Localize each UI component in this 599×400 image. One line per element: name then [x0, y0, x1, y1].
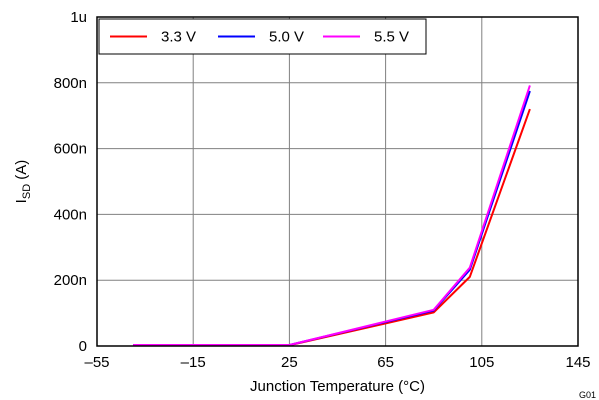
- y-axis-title: ISD (A): [13, 160, 33, 204]
- plot-frame: [96, 16, 579, 347]
- y-axis-title-main: I: [13, 199, 30, 203]
- y-tick-label: 800n: [54, 75, 87, 92]
- y-tick-label: 1u: [70, 9, 87, 26]
- series-line-5-0-V: [133, 90, 531, 346]
- y-tick-label: 200n: [54, 272, 87, 289]
- grid-lines: [97, 17, 578, 346]
- series-line-5-5-V: [133, 85, 531, 346]
- legend-box: [98, 18, 427, 55]
- x-tick-label: 105: [469, 354, 494, 371]
- x-tick-label: 145: [565, 354, 590, 371]
- y-tick-labels: 0 200n 400n 600n 800n 1u: [54, 9, 87, 355]
- legend-label: 3.3 V: [161, 29, 196, 46]
- legend-label: 5.5 V: [374, 29, 409, 46]
- y-tick-label: 0: [79, 338, 87, 355]
- series-lines: [133, 85, 531, 347]
- y-tick-label: 600n: [54, 141, 87, 158]
- y-axis-title-subscript: SD: [21, 184, 33, 199]
- figure-id-label: G01: [579, 390, 596, 400]
- y-axis-title-unit: (A): [13, 160, 30, 184]
- x-tick-labels: –55 –15 25 65 105 145: [84, 354, 590, 371]
- legend-label: 5.0 V: [269, 29, 304, 46]
- x-tick-label: –55: [84, 354, 109, 371]
- series-line-3-3-V: [133, 108, 531, 347]
- y-tick-label: 400n: [54, 206, 87, 223]
- x-tick-label: 25: [281, 354, 298, 371]
- x-axis-title: Junction Temperature (°C): [250, 378, 425, 395]
- x-tick-label: 65: [377, 354, 394, 371]
- x-tick-label: –15: [181, 354, 206, 371]
- legend: 3.3 V 5.0 V 5.5 V: [98, 18, 427, 55]
